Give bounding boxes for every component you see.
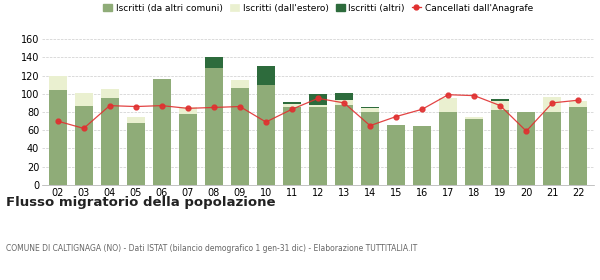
- Bar: [283, 106, 301, 185]
- Legend: Iscritti (da altri comuni), Iscritti (dall'estero), Iscritti (altri), Cancellati: Iscritti (da altri comuni), Iscritti (da…: [100, 0, 536, 16]
- Bar: [517, 112, 535, 185]
- Bar: [439, 98, 457, 112]
- Bar: [101, 89, 119, 98]
- Bar: [101, 98, 119, 185]
- Bar: [465, 119, 484, 185]
- Bar: [49, 90, 67, 185]
- Bar: [569, 101, 587, 106]
- Bar: [335, 100, 353, 105]
- Bar: [361, 108, 379, 112]
- Bar: [74, 106, 93, 185]
- Bar: [387, 125, 405, 185]
- Bar: [231, 80, 249, 88]
- Bar: [309, 108, 327, 185]
- Bar: [569, 106, 587, 185]
- Bar: [257, 67, 275, 85]
- Bar: [491, 99, 509, 101]
- Bar: [127, 118, 145, 123]
- Bar: [205, 57, 223, 68]
- Bar: [49, 76, 67, 90]
- Bar: [335, 93, 353, 100]
- Bar: [283, 104, 301, 106]
- Bar: [491, 101, 509, 110]
- Bar: [543, 97, 562, 112]
- Bar: [231, 88, 249, 185]
- Bar: [127, 123, 145, 185]
- Text: COMUNE DI CALTIGNAGA (NO) - Dati ISTAT (bilancio demografico 1 gen-31 dic) - Ela: COMUNE DI CALTIGNAGA (NO) - Dati ISTAT (…: [6, 244, 417, 253]
- Bar: [257, 85, 275, 185]
- Bar: [465, 118, 484, 119]
- Bar: [439, 112, 457, 185]
- Bar: [152, 79, 171, 185]
- Bar: [335, 105, 353, 185]
- Bar: [179, 114, 197, 185]
- Text: Flusso migratorio della popolazione: Flusso migratorio della popolazione: [6, 196, 275, 209]
- Bar: [309, 105, 327, 108]
- Bar: [283, 102, 301, 104]
- Bar: [361, 106, 379, 108]
- Bar: [205, 68, 223, 185]
- Bar: [179, 106, 197, 114]
- Bar: [543, 112, 562, 185]
- Bar: [361, 112, 379, 185]
- Bar: [74, 93, 93, 106]
- Bar: [413, 126, 431, 185]
- Bar: [309, 94, 327, 105]
- Bar: [491, 110, 509, 185]
